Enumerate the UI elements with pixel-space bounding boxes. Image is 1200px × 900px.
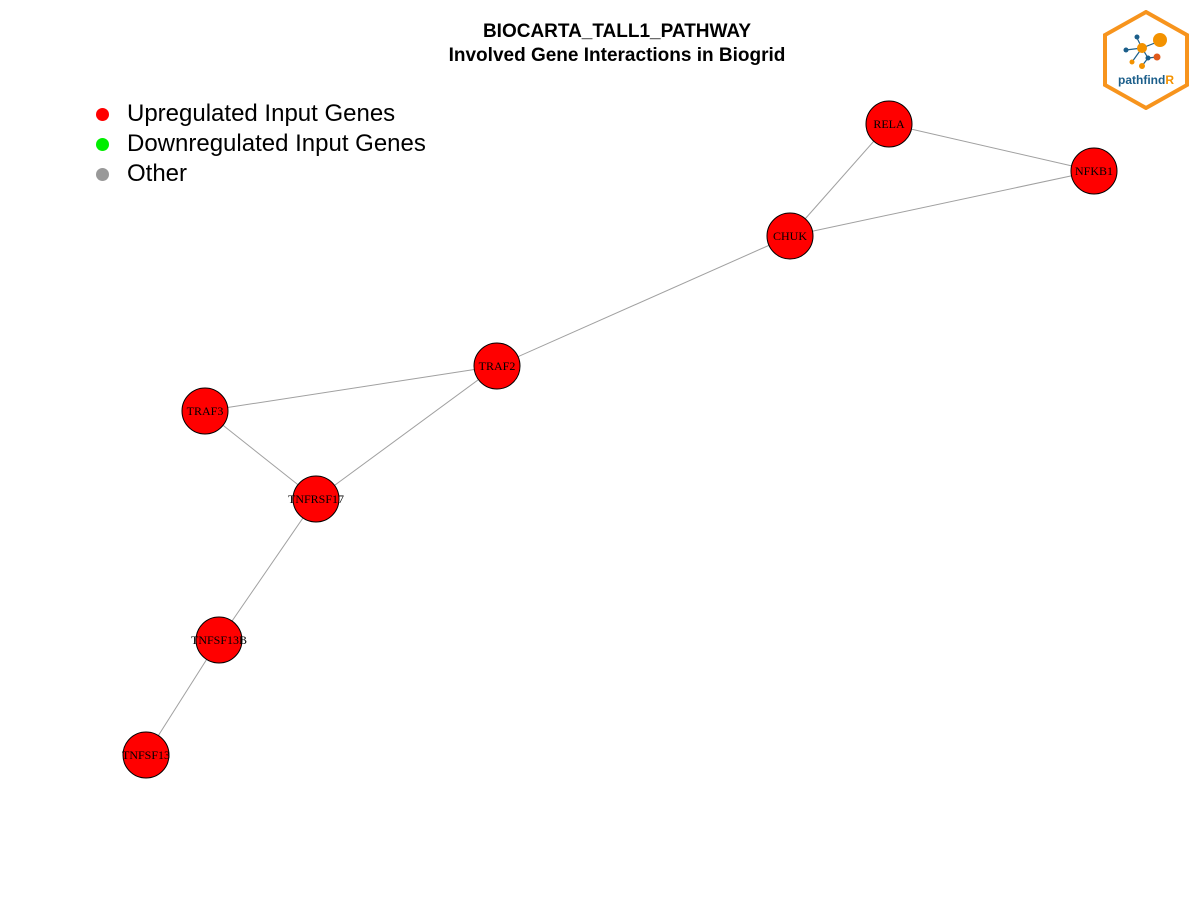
node-circle-traf2 <box>473 342 521 390</box>
node-circle-chuk <box>766 212 814 260</box>
node-label-chuk: CHUK <box>773 229 807 243</box>
node-rela: RELA <box>865 100 913 148</box>
edge-chuk-traf2 <box>496 235 791 367</box>
node-label-tnfsf13b: TNFSF13B <box>191 633 247 647</box>
legend-label-downregulated: Downregulated Input Genes <box>127 130 426 157</box>
legend: Upregulated Input Genes Downregulated In… <box>96 99 426 189</box>
node-label-nfkb1: NFKB1 <box>1075 164 1113 178</box>
edge-tnfrsf17-tnfsf13b <box>218 498 317 641</box>
node-circle-nfkb1 <box>1070 147 1118 195</box>
pathfindr-logo-icon <box>1103 9 1189 111</box>
logo-wordmark: pathfindR <box>1102 71 1190 89</box>
diagram-subtitle: Involved Gene Interactions in Biogrid <box>448 45 786 66</box>
edge-rela-nfkb1 <box>888 123 1095 172</box>
node-tnfrsf17: TNFRSF17 <box>288 475 344 523</box>
edge-traf2-traf3 <box>204 365 498 412</box>
node-circle-tnfrsf17 <box>292 475 340 523</box>
legend-dot-other <box>96 167 109 181</box>
legend-label-upregulated: Upregulated Input Genes <box>127 100 396 127</box>
node-tnfsf13b: TNFSF13B <box>191 616 247 664</box>
node-label-tnfsf13: TNFSF13 <box>122 748 170 762</box>
node-traf3: TRAF3 <box>181 387 229 435</box>
node-circle-tnfsf13b <box>195 616 243 664</box>
node-circle-tnfsf13 <box>122 731 170 779</box>
node-chuk: CHUK <box>766 212 814 260</box>
legend-dot-downregulated <box>96 137 109 151</box>
edge-chuk-nfkb1 <box>789 170 1095 237</box>
logo-text-accent: R <box>1165 73 1174 87</box>
legend-item-downregulated: Downregulated Input Genes <box>96 129 426 159</box>
pathfindr-logo: pathfindR <box>1102 9 1190 111</box>
node-label-traf3: TRAF3 <box>187 404 224 418</box>
node-traf2: TRAF2 <box>473 342 521 390</box>
edge-rela-chuk <box>789 123 890 237</box>
node-circle-rela <box>865 100 913 148</box>
edge-traf3-tnfrsf17 <box>204 410 317 500</box>
diagram-title: BIOCARTA_TALL1_PATHWAY <box>482 21 752 42</box>
node-layer: RELA NFKB1 CHUK TRAF2 TRAF3 TNFRSF17 TNFSF13B T… <box>122 100 1118 779</box>
legend-dot-upregulated <box>96 107 109 121</box>
edge-traf2-tnfrsf17 <box>315 365 498 500</box>
node-circle-traf3 <box>181 387 229 435</box>
node-label-rela: RELA <box>873 117 905 131</box>
legend-item-other: Other <box>96 159 426 189</box>
logo-text-main: pathfind <box>1118 73 1166 87</box>
node-tnfsf13: TNFSF13 <box>122 731 170 779</box>
node-nfkb1: NFKB1 <box>1070 147 1118 195</box>
node-label-tnfrsf17: TNFRSF17 <box>288 492 344 506</box>
legend-item-upregulated: Upregulated Input Genes <box>96 99 426 129</box>
legend-label-other: Other <box>127 160 188 187</box>
edge-layer <box>145 123 1095 756</box>
node-label-traf2: TRAF2 <box>479 359 516 373</box>
